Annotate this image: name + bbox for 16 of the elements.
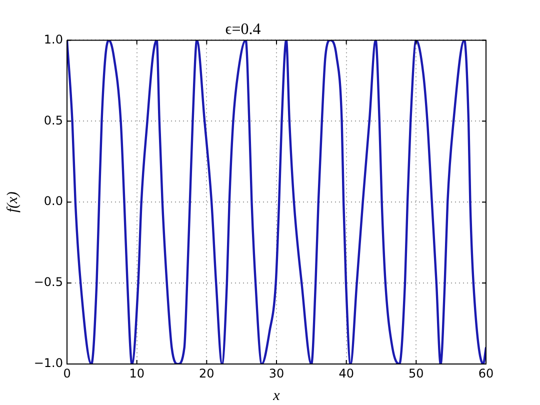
x-tick-label: 20 <box>199 366 214 380</box>
y-tick-label: −0.5 <box>34 275 63 290</box>
x-axis-title: x <box>272 388 280 404</box>
x-tick-label: 0 <box>63 366 71 380</box>
chart-title: ϵ=0.4 <box>225 20 261 38</box>
x-tick-label: 40 <box>338 366 354 380</box>
x-tick-label: 10 <box>129 366 144 380</box>
y-tick-label: 0.5 <box>44 113 63 128</box>
y-tick-label: 1.0 <box>44 32 63 46</box>
y-tick-label: 0.0 <box>44 194 63 208</box>
y-axis-title: f(x) <box>4 192 21 213</box>
x-tick-label: 30 <box>268 366 284 380</box>
x-tick-label: 60 <box>478 366 494 380</box>
line-series <box>67 40 486 364</box>
y-tick-label: −1.0 <box>34 356 63 370</box>
x-tick-label: 50 <box>408 366 424 380</box>
